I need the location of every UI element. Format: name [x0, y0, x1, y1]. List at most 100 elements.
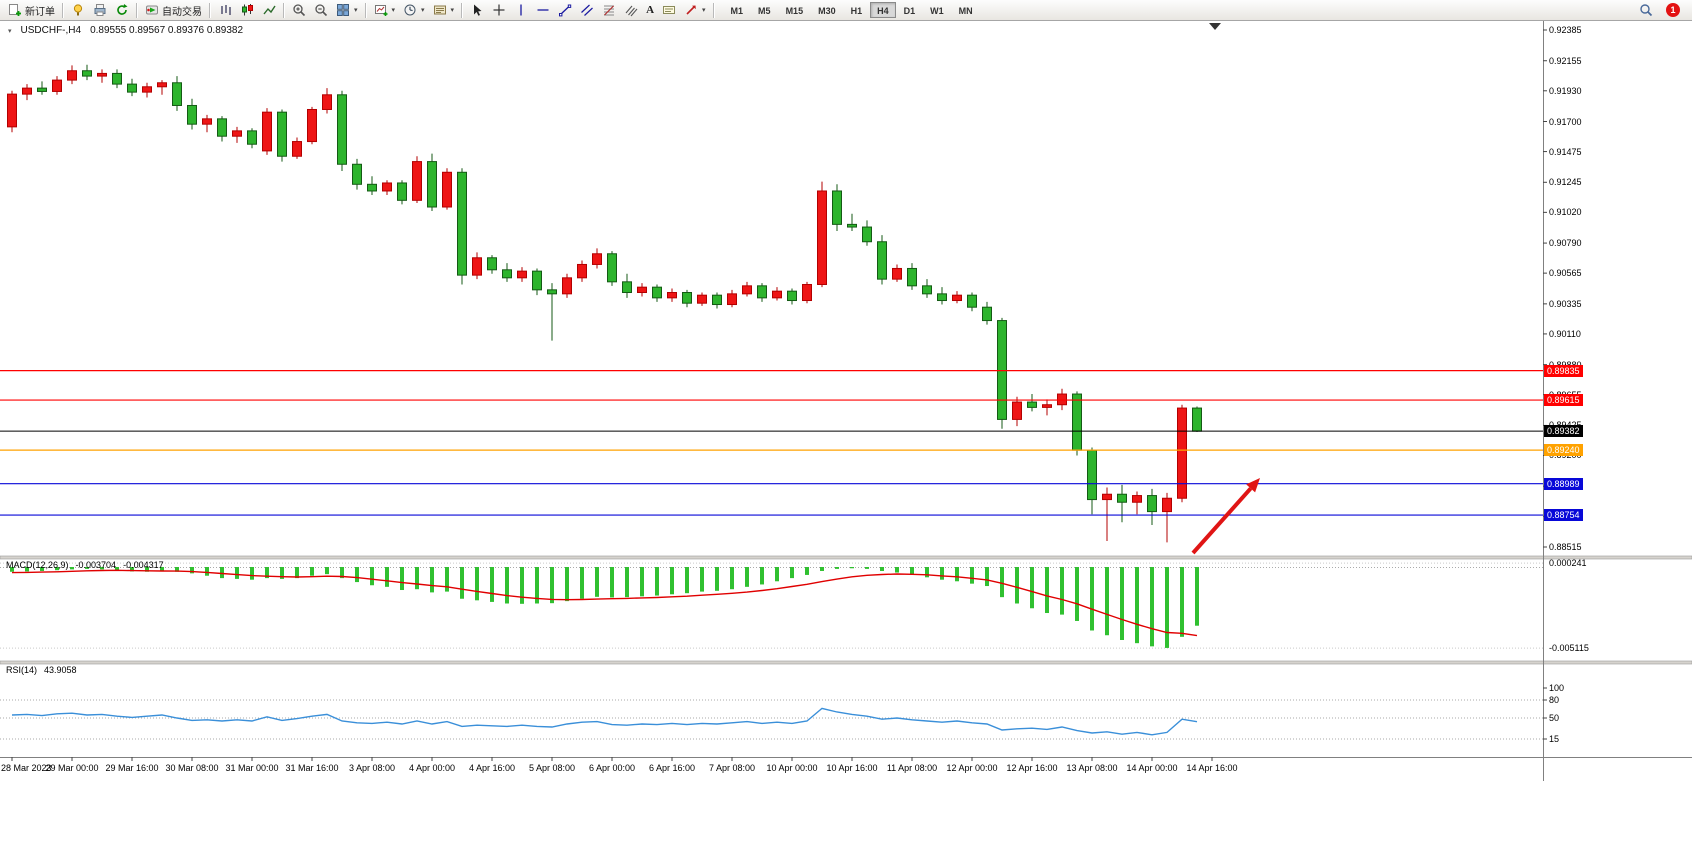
- notification-badge[interactable]: 1: [1666, 3, 1680, 17]
- candle-body: [292, 141, 302, 157]
- annotation-arrow-head: [1246, 478, 1260, 493]
- arrows-tool-button[interactable]: ▾: [680, 1, 710, 19]
- candle-body: [37, 87, 47, 92]
- macd-histogram-bar: [100, 567, 104, 570]
- candle-body: [52, 79, 62, 92]
- refresh-button[interactable]: [111, 1, 133, 19]
- dropdown-arrow-icon: ▾: [391, 7, 396, 14]
- text-tool-icon: A: [646, 4, 655, 16]
- horizontal-line-button[interactable]: [532, 1, 554, 19]
- candle-body: [142, 86, 152, 93]
- autotrade-button[interactable]: 自动交易: [141, 1, 206, 19]
- candle-body: [412, 161, 422, 201]
- candle-body: [262, 111, 272, 152]
- candle-body: [172, 82, 182, 106]
- line-chart-button[interactable]: [258, 1, 280, 19]
- vertical-line-button[interactable]: [510, 1, 532, 19]
- candle-body: [622, 281, 632, 294]
- text-button[interactable]: A: [642, 1, 658, 19]
- new-chart-button[interactable]: ▾: [370, 1, 400, 19]
- crosshair-button[interactable]: [488, 1, 510, 19]
- shapes-icon: [625, 5, 638, 17]
- templates-button[interactable]: ▾: [429, 1, 459, 19]
- macd-signal-value: -0.004317: [123, 560, 164, 570]
- text-label-button[interactable]: [658, 1, 680, 19]
- candle-body: [832, 190, 842, 225]
- toolbar-separator: [136, 2, 138, 18]
- candlestick-chart-button[interactable]: [236, 1, 258, 19]
- timeframe-button-H1[interactable]: H1: [844, 2, 870, 18]
- crosshair-icon: [493, 4, 505, 16]
- timeframe-button-H4[interactable]: H4: [870, 2, 896, 18]
- candle-body: [877, 241, 887, 280]
- trendline-button[interactable]: [554, 1, 576, 19]
- macd-histogram-bar: [10, 567, 14, 572]
- macd-histogram-bar: [340, 567, 344, 579]
- cursor-button[interactable]: [466, 1, 488, 19]
- candle-body: [577, 263, 587, 279]
- candle-body: [442, 171, 452, 208]
- zoom-out-icon: [315, 4, 328, 17]
- timeframe-button-W1[interactable]: W1: [923, 2, 951, 18]
- candle-body: [352, 163, 362, 185]
- candle-body: [67, 70, 77, 81]
- toolbar-right-group: 1: [1635, 1, 1688, 19]
- channel-button[interactable]: [576, 1, 598, 19]
- toolbar-separator: [461, 2, 464, 18]
- candlestick-chart-icon: [242, 4, 253, 16]
- autotrade-label: 自动交易: [162, 6, 202, 18]
- macd-histogram-bar: [55, 567, 59, 571]
- bars-chart-button[interactable]: [214, 1, 236, 19]
- candle-body: [517, 270, 527, 279]
- timeframe-button-M1[interactable]: M1: [724, 2, 751, 18]
- collapse-arrow-icon[interactable]: ▾: [8, 27, 12, 35]
- fibonacci-button[interactable]: [598, 1, 620, 19]
- macd-histogram-bar: [730, 567, 734, 590]
- timeframe-button-MN[interactable]: MN: [952, 2, 980, 18]
- toolbar-separator: [283, 2, 285, 18]
- macd-histogram-bar: [1045, 567, 1049, 614]
- zoom-in-button[interactable]: [288, 1, 310, 19]
- macd-histogram-bar: [1105, 567, 1109, 636]
- macd-histogram-bar: [445, 567, 449, 592]
- candle-body: [367, 183, 377, 192]
- periods-clock-button[interactable]: ▾: [399, 1, 429, 19]
- tile-windows-button[interactable]: ▾: [332, 1, 362, 19]
- candle-body: [382, 182, 392, 192]
- macd-histogram-bar: [235, 567, 239, 579]
- lightbulb-button[interactable]: [67, 1, 89, 19]
- annotation-arrow-shaft: [1191, 487, 1253, 555]
- macd-histogram-bar: [715, 567, 719, 591]
- print-button[interactable]: [89, 1, 111, 19]
- new-order-button[interactable]: 新订单: [4, 1, 59, 19]
- search-button[interactable]: [1635, 1, 1657, 19]
- panel-separator: [0, 555, 1692, 560]
- candle-body: [457, 171, 467, 276]
- timeframe-button-M5[interactable]: M5: [751, 2, 778, 18]
- macd-histogram-bar: [1075, 567, 1079, 621]
- candle-body: [997, 320, 1007, 420]
- channel-icon: [581, 4, 593, 16]
- macd-histogram-bar: [190, 567, 194, 574]
- candle-body: [922, 285, 932, 295]
- zoom-out-button[interactable]: [310, 1, 332, 19]
- macd-histogram-bar: [295, 567, 299, 579]
- timeframe-button-M30[interactable]: M30: [811, 2, 843, 18]
- macd-histogram-bar: [880, 567, 884, 571]
- macd-histogram-bar: [385, 567, 389, 587]
- candle-body: [277, 111, 287, 157]
- candle-body: [802, 283, 812, 302]
- timeframe-button-D1[interactable]: D1: [897, 2, 923, 18]
- shapes-button[interactable]: [620, 1, 642, 19]
- macd-histogram-bar: [910, 567, 914, 575]
- candle-body: [487, 257, 497, 271]
- macd-histogram-bar: [505, 567, 509, 604]
- macd-histogram-bar: [1165, 567, 1169, 648]
- macd-histogram-bar: [1000, 567, 1004, 598]
- timeframe-button-M15[interactable]: M15: [779, 2, 811, 18]
- macd-histogram-bar: [820, 567, 824, 571]
- toolbar-separator: [364, 2, 367, 18]
- symbol-period-label: USDCHF-,H4: [20, 25, 82, 36]
